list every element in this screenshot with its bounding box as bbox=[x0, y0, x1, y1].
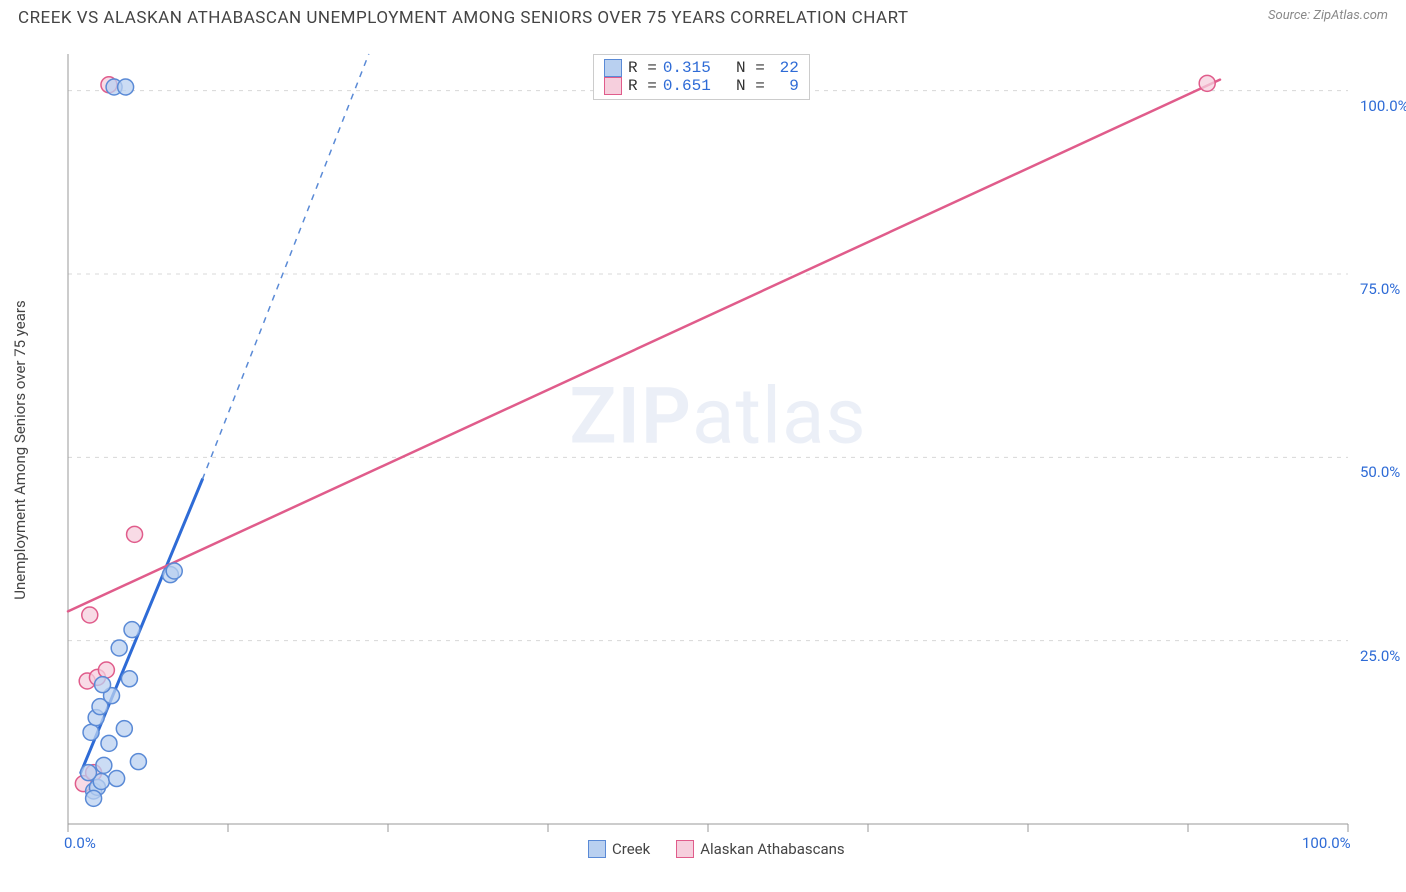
series-swatch bbox=[604, 77, 622, 95]
chart-container: Unemployment Among Seniors over 75 years… bbox=[48, 40, 1388, 860]
stats-row: R = 0.315 N = 22 bbox=[604, 59, 799, 77]
legend-item: Creek bbox=[588, 840, 650, 858]
stat-n-value: 9 bbox=[771, 77, 799, 95]
stat-n-value: 22 bbox=[771, 59, 799, 77]
correlation-stats-box: R = 0.315 N = 22R = 0.651 N = 9 bbox=[593, 54, 810, 100]
legend-label: Creek bbox=[612, 840, 650, 858]
y-tick-label: 50.0% bbox=[1360, 463, 1400, 481]
y-tick-label: 25.0% bbox=[1360, 647, 1400, 665]
source-attribution: Source: ZipAtlas.com bbox=[1268, 8, 1388, 23]
legend-label: Alaskan Athabascans bbox=[700, 840, 844, 858]
stat-label: R = bbox=[628, 77, 657, 95]
legend-item: Alaskan Athabascans bbox=[676, 840, 844, 858]
y-axis-label: Unemployment Among Seniors over 75 years bbox=[11, 300, 29, 599]
series-legend: Creek Alaskan Athabascans bbox=[588, 840, 845, 858]
x-tick-label: 0.0% bbox=[64, 834, 96, 852]
stat-label: R = bbox=[628, 59, 657, 77]
series-swatch bbox=[604, 59, 622, 77]
page-title: CREEK VS ALASKAN ATHABASCAN UNEMPLOYMENT… bbox=[18, 8, 909, 28]
y-tick-label: 100.0% bbox=[1360, 97, 1406, 115]
stat-r-value: 0.651 bbox=[663, 77, 711, 95]
y-tick-label: 75.0% bbox=[1360, 280, 1400, 298]
series-swatch bbox=[588, 840, 606, 858]
stats-row: R = 0.651 N = 9 bbox=[604, 77, 799, 95]
stat-label: N = bbox=[717, 59, 765, 77]
series-swatch bbox=[676, 840, 694, 858]
scatter-chart bbox=[48, 40, 1388, 860]
x-tick-label: 100.0% bbox=[1302, 834, 1351, 852]
stat-label: N = bbox=[717, 77, 765, 95]
stat-r-value: 0.315 bbox=[663, 59, 711, 77]
